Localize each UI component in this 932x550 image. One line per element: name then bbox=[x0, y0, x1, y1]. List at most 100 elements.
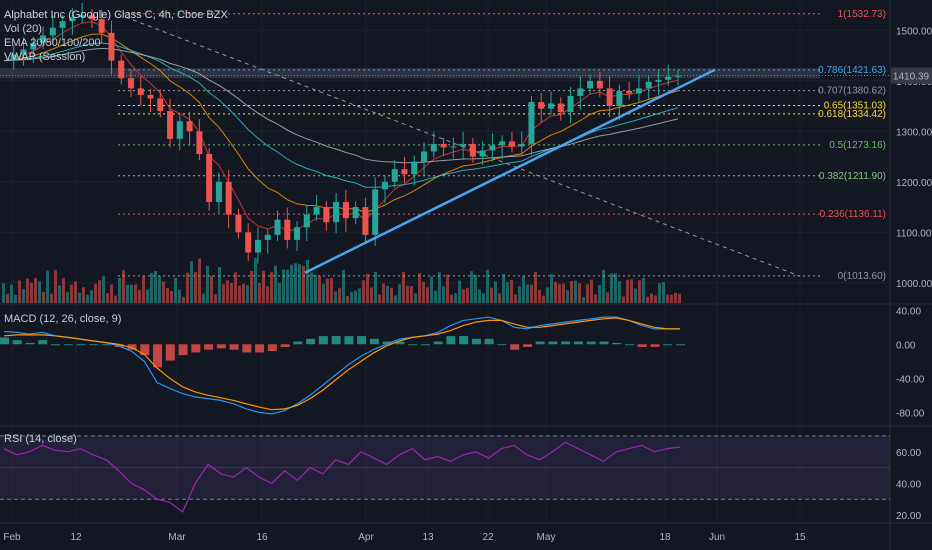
volume-bar bbox=[570, 281, 573, 303]
candle-body bbox=[567, 95, 574, 113]
candle-body bbox=[499, 141, 506, 146]
macd-histogram-bar bbox=[229, 344, 239, 350]
macd-histogram-bar bbox=[522, 344, 532, 347]
macd-line bbox=[3, 316, 680, 415]
candle-body bbox=[264, 234, 271, 240]
macd-histogram-bar bbox=[637, 344, 647, 347]
candle-body bbox=[372, 189, 379, 235]
candle-body bbox=[59, 21, 66, 28]
volume-bar bbox=[466, 288, 469, 303]
volume-bar bbox=[438, 272, 441, 303]
macd-histogram-bar bbox=[433, 341, 443, 345]
volume-bar bbox=[366, 273, 369, 303]
macd-histogram-bar bbox=[548, 341, 558, 345]
volume-bar bbox=[138, 289, 141, 303]
candle-body bbox=[69, 17, 76, 22]
volume-bar bbox=[390, 287, 393, 303]
volume-bar bbox=[158, 276, 161, 303]
candle-body bbox=[421, 151, 428, 162]
volume-bar bbox=[54, 270, 57, 303]
macd-histogram-bar bbox=[357, 336, 367, 345]
volume-bar bbox=[646, 296, 649, 303]
macd-histogram-bar bbox=[25, 342, 35, 345]
volume-bar bbox=[218, 267, 221, 303]
macd-histogram-bar bbox=[624, 344, 634, 346]
volume-bar bbox=[26, 278, 29, 303]
volume-bar bbox=[422, 281, 425, 303]
volume-bar bbox=[22, 289, 25, 303]
volume-bar bbox=[670, 294, 673, 303]
rsi-tick-label: 20.00 bbox=[896, 511, 921, 522]
price-tick-label: 1200.00 bbox=[896, 178, 932, 189]
candle-body bbox=[606, 88, 613, 107]
macd-histogram-bar bbox=[459, 336, 469, 345]
fib-level-label: 0.382(1211.90) bbox=[819, 171, 886, 182]
volume-bar bbox=[650, 293, 653, 303]
ema-legend: EMA 20/50/100/200 bbox=[4, 37, 101, 49]
macd-histogram-bar bbox=[395, 341, 405, 345]
candle-body bbox=[557, 103, 564, 113]
candle-body bbox=[616, 90, 623, 107]
volume-bar bbox=[166, 287, 169, 303]
macd-histogram-bar bbox=[204, 344, 214, 350]
volume-bar bbox=[582, 296, 585, 303]
x-tick-label: Mar bbox=[168, 532, 186, 543]
volume-bar bbox=[534, 272, 537, 303]
volume-bar bbox=[598, 284, 601, 303]
candle-body bbox=[303, 214, 310, 228]
volume-bar bbox=[210, 275, 213, 303]
macd-histogram-bar bbox=[63, 344, 73, 346]
macd-signal-line bbox=[3, 317, 680, 411]
chart-title: Alphabet Inc (Google) Class C, 4h, Cboe … bbox=[4, 9, 228, 21]
volume-bar bbox=[282, 269, 285, 303]
volume-bar bbox=[186, 272, 189, 303]
volume-bar bbox=[330, 278, 333, 303]
volume-bar bbox=[242, 283, 245, 303]
volume-bar bbox=[370, 287, 373, 303]
ema20-line bbox=[3, 21, 679, 232]
volume-bar bbox=[30, 283, 33, 303]
volume-bar bbox=[494, 281, 497, 303]
macd-histogram-bar bbox=[0, 337, 9, 345]
x-tick-label: 22 bbox=[482, 532, 494, 543]
volume-bar bbox=[90, 290, 93, 303]
volume-bar bbox=[446, 274, 449, 303]
volume-bar bbox=[538, 290, 541, 303]
macd-histogram-bar bbox=[676, 344, 685, 346]
volume-bar bbox=[462, 289, 465, 303]
candle-body bbox=[528, 102, 535, 144]
volume-bar bbox=[326, 278, 329, 303]
candle-body bbox=[440, 143, 447, 148]
volume-bar bbox=[266, 286, 269, 303]
macd-histogram-bar bbox=[535, 341, 545, 345]
price-tick-label: 1000.00 bbox=[896, 279, 932, 290]
macd-tick-label: -40.00 bbox=[896, 374, 925, 385]
candle-body bbox=[548, 103, 555, 109]
macd-histogram-bar bbox=[102, 344, 112, 346]
macd-histogram-bar bbox=[318, 336, 328, 345]
volume-bar bbox=[470, 271, 473, 303]
volume-bar bbox=[314, 274, 317, 303]
candle-body bbox=[645, 81, 652, 89]
volume-bar bbox=[222, 284, 225, 303]
volume-bar bbox=[590, 279, 593, 303]
volume-bar bbox=[198, 258, 201, 303]
volume-bar bbox=[410, 286, 413, 303]
volume-bar bbox=[106, 293, 109, 303]
volume-legend: Vol (20) bbox=[4, 23, 42, 35]
volume-bar bbox=[150, 272, 153, 303]
volume-bar bbox=[642, 277, 645, 303]
volume-bar bbox=[542, 295, 545, 303]
candle-body bbox=[294, 227, 301, 240]
volume-bar bbox=[294, 263, 297, 303]
volume-bar bbox=[6, 293, 9, 303]
candle-body bbox=[489, 145, 496, 151]
macd-histogram-bar bbox=[497, 344, 507, 346]
macd-histogram-bar bbox=[510, 344, 520, 350]
candle-body bbox=[665, 76, 672, 80]
volume-bar bbox=[482, 293, 485, 303]
volume-bar bbox=[586, 284, 589, 303]
volume-bar bbox=[306, 259, 309, 303]
candle-body bbox=[626, 90, 633, 94]
